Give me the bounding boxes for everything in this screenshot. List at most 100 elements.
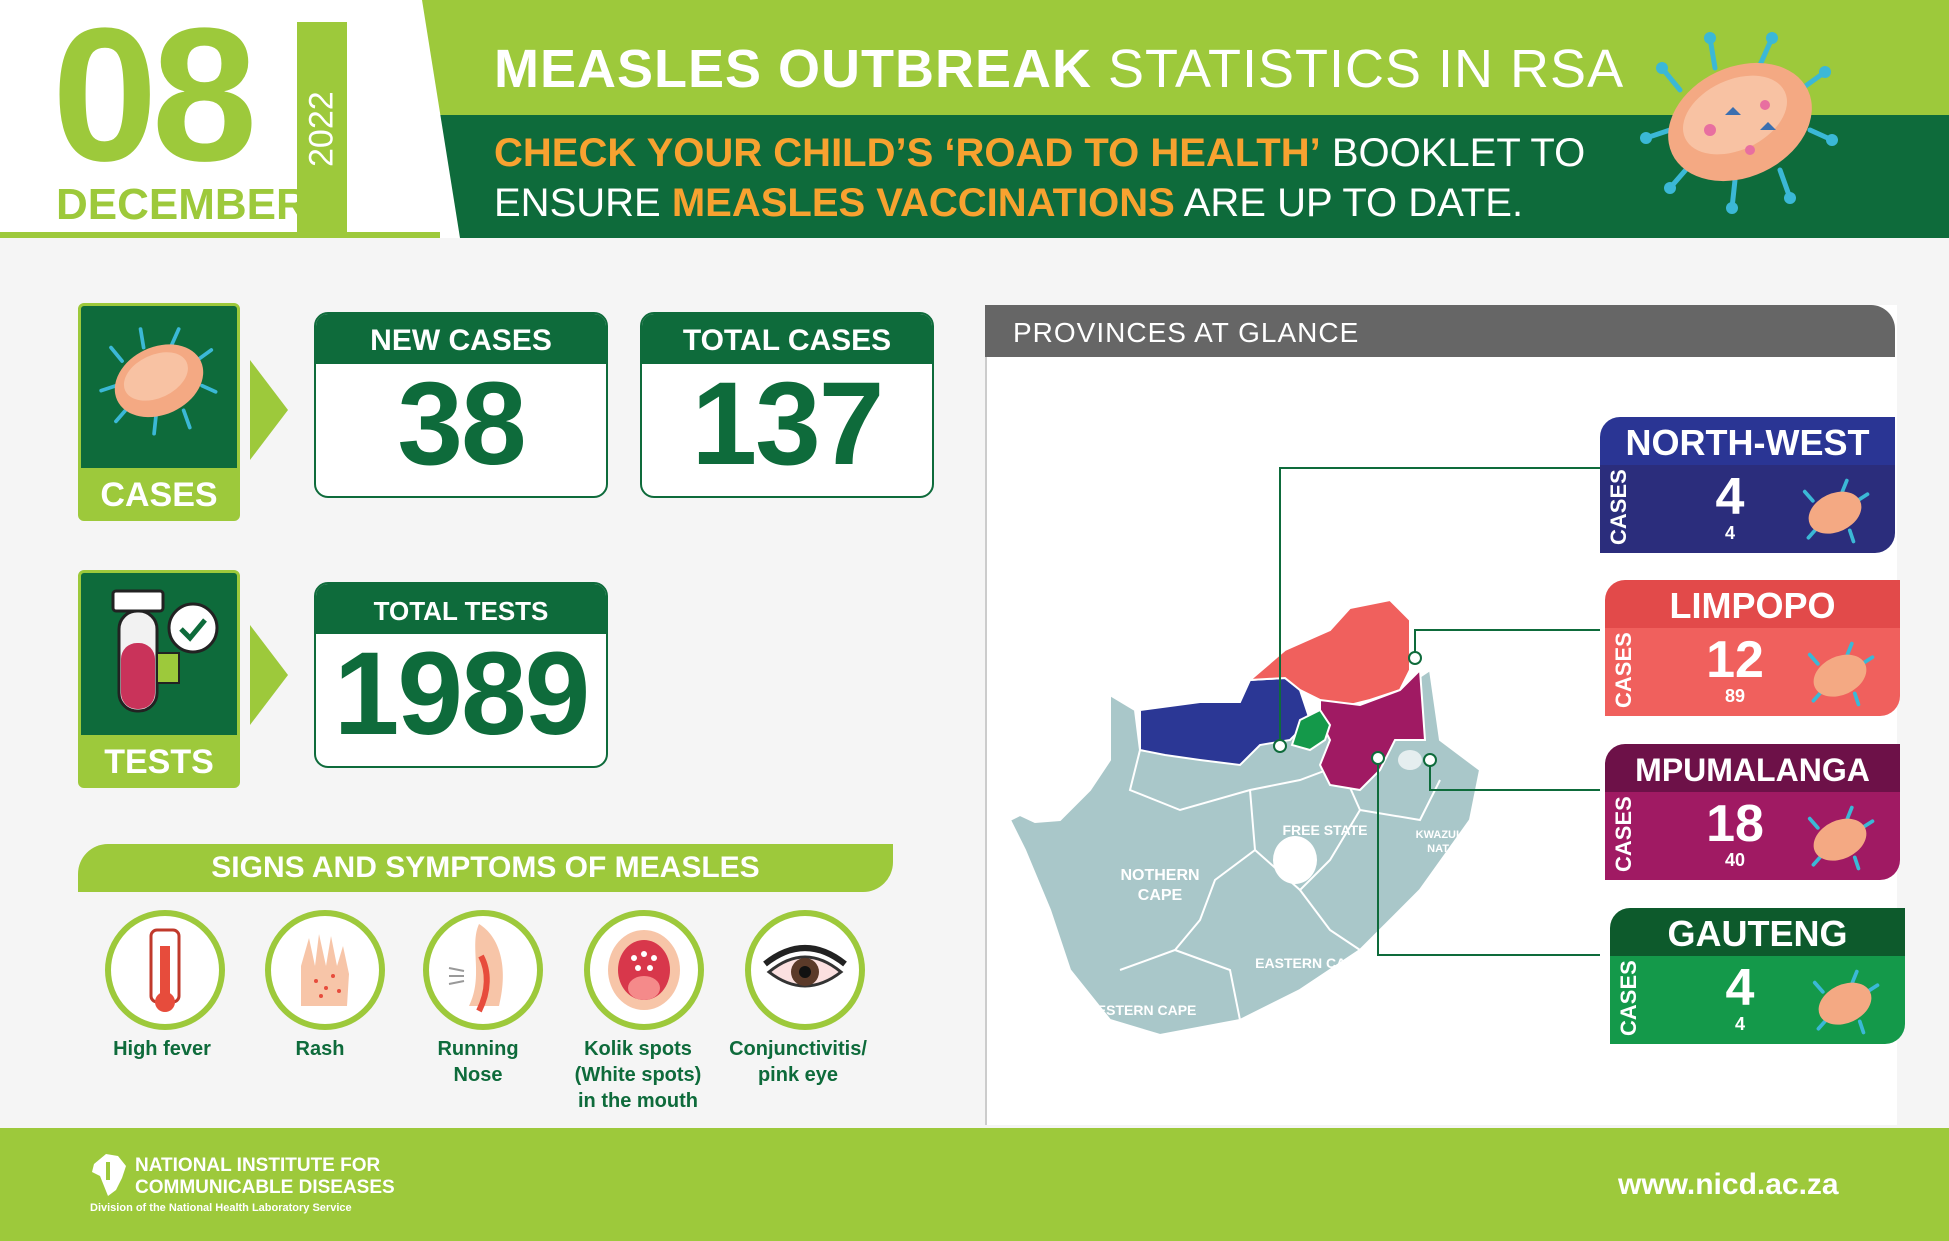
- date-year: 2022: [302, 91, 341, 168]
- total-tests-card: TOTAL TESTS 1989: [314, 582, 608, 768]
- cases-arrow: [250, 360, 288, 460]
- new-cases-label: NEW CASES: [316, 314, 606, 364]
- map-label-kzn-line: KWAZULU-: [1415, 829, 1475, 841]
- province-body: CASES 12 89: [1605, 628, 1900, 716]
- virus-icon: [1807, 641, 1875, 707]
- subtitle-text-3: ARE UP TO DATE.: [1174, 181, 1524, 225]
- total-cases-value: 137: [691, 358, 885, 490]
- cases-tile: CASES: [78, 303, 240, 521]
- tests-arrow: [250, 625, 288, 725]
- cases-label: CASES: [1611, 632, 1636, 708]
- footer: [0, 1128, 1949, 1241]
- map-label-nc-line: CAPE: [1137, 887, 1183, 904]
- title-rest: STATISTICS IN RSA: [1092, 39, 1625, 99]
- new-cases-card: NEW CASES 38: [314, 312, 608, 498]
- province-card-limpopo: LIMPOPO CASES 12 89: [1605, 580, 1900, 716]
- map-label-free-state: FREE STATE: [1282, 822, 1368, 838]
- symptom-label-line: in the mouth: [578, 1090, 698, 1112]
- tests-tile: TESTS: [78, 570, 240, 788]
- symptoms-heading: SIGNS AND SYMPTOMS OF MEASLES: [78, 844, 893, 892]
- province-total-cases: 4: [1734, 1014, 1745, 1034]
- symptom-label-line: Nose: [453, 1064, 503, 1086]
- province-card-north-west: NORTH-WEST CASES 4 4: [1600, 417, 1895, 553]
- map-label-eastern-cape: EASTERN CAPE: [1255, 955, 1365, 971]
- tests-tile-label: TESTS: [81, 735, 237, 785]
- nicd-name: NATIONAL INSTITUTE FOR COMMUNICABLE DISE…: [135, 1155, 395, 1199]
- cases-label: CASES: [1606, 469, 1631, 545]
- test-tube-icon: [111, 589, 219, 713]
- symptom-label-eye: Conjunctivitis/ pink eye: [718, 1036, 878, 1088]
- running-nose-icon: [423, 910, 543, 1030]
- title-bold: MEASLES OUTBREAK: [494, 39, 1093, 99]
- total-cases-label: TOTAL CASES: [642, 314, 932, 364]
- new-cases-value: 38: [397, 358, 526, 490]
- map-label-northern-cape: NOTHERN CAPE: [1100, 866, 1220, 906]
- province-total-cases: 40: [1724, 850, 1746, 870]
- province-new-cases: 4: [1725, 959, 1755, 1017]
- symptom-label-line: (White spots): [574, 1064, 702, 1086]
- mouth-spots-icon: [584, 910, 704, 1030]
- symptom-label-nose: Running Nose: [398, 1036, 558, 1088]
- symptom-label-line: Conjunctivitis/: [729, 1038, 867, 1060]
- province-new-cases: 12: [1706, 631, 1764, 689]
- province-total-cases: 4: [1724, 523, 1735, 543]
- subtitle-highlight-2: MEASLES VACCINATIONS: [671, 181, 1175, 225]
- virus-icon: [1802, 478, 1870, 544]
- nicd-logo-icon: [92, 1154, 126, 1196]
- province-body: CASES 4 4: [1610, 956, 1905, 1044]
- date-day: 08: [52, 0, 257, 201]
- cases-tile-label: CASES: [81, 468, 237, 518]
- symptom-label-rash: Rash: [240, 1036, 400, 1062]
- header-slant: [410, 0, 460, 238]
- province-name: NORTH-WEST: [1600, 417, 1895, 465]
- symptom-label-line: Kolik spots: [584, 1038, 692, 1060]
- map-label-kzn: KWAZULU- NATAL: [1405, 828, 1485, 856]
- map-label-nc-line: NOTHERN: [1120, 867, 1200, 884]
- virus-icon: [1812, 969, 1880, 1035]
- south-africa-map: [1008, 598, 1482, 1037]
- cases-label: CASES: [1611, 796, 1636, 872]
- page-subtitle: CHECK YOUR CHILD’S ‘ROAD TO HEALTH’ BOOK…: [494, 128, 1594, 228]
- province-name: GAUTENG: [1610, 908, 1905, 956]
- virus-icon: [1807, 805, 1875, 871]
- symptom-label-line: Rash: [295, 1038, 345, 1060]
- total-tests-label: TOTAL TESTS: [316, 584, 606, 634]
- nicd-name-line: COMMUNICABLE DISEASES: [135, 1177, 395, 1198]
- provinces-heading: PROVINCES AT GLANCE: [985, 305, 1895, 357]
- province-card-gauteng: GAUTENG CASES 4 4: [1610, 908, 1905, 1044]
- total-cases-card: TOTAL CASES 137: [640, 312, 934, 498]
- symptom-label-fever: High fever: [82, 1036, 242, 1062]
- page-title: MEASLES OUTBREAK STATISTICS IN RSA: [494, 38, 1624, 100]
- province-total-cases: 89: [1724, 686, 1746, 706]
- map-connectors: [1273, 467, 1600, 956]
- symptom-label-line: Running: [437, 1038, 519, 1060]
- nicd-name-line: NATIONAL INSTITUTE FOR: [135, 1155, 381, 1176]
- province-body: CASES 4 4: [1600, 465, 1895, 553]
- rash-icon: [265, 910, 385, 1030]
- eye-icon: [745, 910, 865, 1030]
- symptom-label-line: pink eye: [757, 1064, 839, 1086]
- subtitle-text-2: ENSURE: [494, 181, 672, 225]
- symptom-label-line: High fever: [113, 1038, 211, 1060]
- website-link[interactable]: www.nicd.ac.za: [1618, 1168, 1839, 1201]
- province-name: LIMPOPO: [1605, 580, 1900, 628]
- fever-icon: [105, 910, 225, 1030]
- map-label-kzn-line: NATAL: [1427, 843, 1463, 855]
- nicd-division: Division of the National Health Laborato…: [90, 1202, 352, 1214]
- map-label-western-cape: WESTERN CAPE: [1083, 1002, 1197, 1018]
- year-bar: [297, 22, 347, 237]
- cases-label: CASES: [1616, 960, 1641, 1036]
- subtitle-text-1: BOOKLET TO: [1320, 131, 1586, 175]
- date-month: DECEMBER: [56, 180, 308, 229]
- province-new-cases: 18: [1706, 795, 1764, 853]
- virus-icon: [1640, 32, 1838, 214]
- symptom-label-mouth: Kolik spots (White spots) in the mouth: [558, 1036, 718, 1114]
- province-card-mpumalanga: MPUMALANGA CASES 18 40: [1605, 744, 1900, 880]
- province-body: CASES 18 40: [1605, 792, 1900, 880]
- header-underline: [0, 232, 440, 238]
- virus-icon: [99, 327, 218, 436]
- province-name: MPUMALANGA: [1605, 744, 1900, 792]
- subtitle-highlight-1: CHECK YOUR CHILD’S ‘ROAD TO HEALTH’: [494, 131, 1321, 175]
- province-new-cases: 4: [1715, 468, 1745, 526]
- total-tests-value: 1989: [333, 628, 591, 760]
